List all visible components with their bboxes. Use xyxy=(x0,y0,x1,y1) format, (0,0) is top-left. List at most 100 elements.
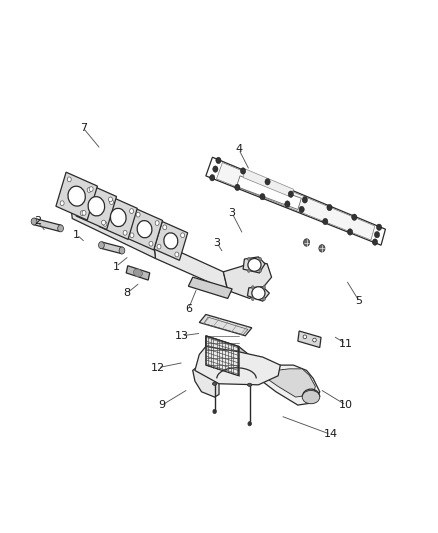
Ellipse shape xyxy=(99,241,104,249)
Ellipse shape xyxy=(130,233,134,238)
Ellipse shape xyxy=(313,338,316,342)
Ellipse shape xyxy=(89,187,93,191)
Ellipse shape xyxy=(103,222,107,227)
Polygon shape xyxy=(99,196,137,239)
Text: 9: 9 xyxy=(159,400,166,410)
Ellipse shape xyxy=(67,177,71,182)
Ellipse shape xyxy=(248,259,261,271)
Ellipse shape xyxy=(134,269,142,277)
Ellipse shape xyxy=(374,231,380,238)
Ellipse shape xyxy=(149,241,153,246)
Ellipse shape xyxy=(213,409,216,414)
Ellipse shape xyxy=(265,179,270,185)
Polygon shape xyxy=(243,257,265,273)
Ellipse shape xyxy=(327,204,332,211)
Polygon shape xyxy=(195,346,280,385)
Polygon shape xyxy=(56,172,97,220)
Ellipse shape xyxy=(303,335,307,339)
Ellipse shape xyxy=(319,245,325,252)
Ellipse shape xyxy=(216,157,221,164)
Polygon shape xyxy=(206,365,252,376)
Ellipse shape xyxy=(130,208,134,213)
Text: 6: 6 xyxy=(185,304,192,314)
Ellipse shape xyxy=(302,390,320,404)
Ellipse shape xyxy=(68,186,85,206)
Ellipse shape xyxy=(252,287,265,300)
Polygon shape xyxy=(76,183,117,230)
Ellipse shape xyxy=(248,422,251,426)
Text: 1: 1 xyxy=(113,262,120,271)
Ellipse shape xyxy=(263,297,265,301)
Polygon shape xyxy=(206,336,239,376)
Ellipse shape xyxy=(110,208,126,227)
Ellipse shape xyxy=(110,200,113,205)
Ellipse shape xyxy=(347,229,353,235)
Ellipse shape xyxy=(251,286,254,289)
Text: 4: 4 xyxy=(235,144,242,154)
Polygon shape xyxy=(263,369,315,397)
Ellipse shape xyxy=(251,297,254,301)
Text: 13: 13 xyxy=(175,331,189,341)
Ellipse shape xyxy=(240,168,246,174)
Polygon shape xyxy=(216,163,375,240)
Polygon shape xyxy=(237,176,301,209)
Polygon shape xyxy=(223,261,272,298)
Ellipse shape xyxy=(247,269,250,272)
Ellipse shape xyxy=(102,220,106,225)
Polygon shape xyxy=(127,208,162,250)
Ellipse shape xyxy=(164,233,178,249)
Polygon shape xyxy=(243,169,293,197)
Text: 11: 11 xyxy=(339,339,353,349)
Text: 10: 10 xyxy=(339,400,353,410)
Ellipse shape xyxy=(372,239,378,245)
Polygon shape xyxy=(188,277,232,298)
Ellipse shape xyxy=(376,224,381,230)
Ellipse shape xyxy=(302,197,307,203)
Ellipse shape xyxy=(58,225,64,232)
Text: 7: 7 xyxy=(80,123,87,133)
Ellipse shape xyxy=(352,214,357,221)
Ellipse shape xyxy=(88,197,105,216)
Polygon shape xyxy=(101,242,123,254)
Ellipse shape xyxy=(285,201,290,207)
Ellipse shape xyxy=(163,225,167,230)
Ellipse shape xyxy=(80,211,84,215)
Ellipse shape xyxy=(259,269,261,272)
Polygon shape xyxy=(154,222,188,260)
Ellipse shape xyxy=(175,252,179,257)
Text: 12: 12 xyxy=(151,363,165,373)
Ellipse shape xyxy=(31,218,37,225)
Text: 5: 5 xyxy=(356,296,363,306)
Text: 3: 3 xyxy=(229,208,236,218)
Polygon shape xyxy=(126,266,150,280)
Ellipse shape xyxy=(263,286,265,289)
Ellipse shape xyxy=(213,166,218,172)
Polygon shape xyxy=(206,157,385,245)
Ellipse shape xyxy=(137,221,152,238)
Ellipse shape xyxy=(299,206,304,213)
Polygon shape xyxy=(239,346,252,376)
Ellipse shape xyxy=(123,230,127,235)
Ellipse shape xyxy=(288,191,293,197)
Polygon shape xyxy=(199,314,252,336)
Ellipse shape xyxy=(87,188,91,192)
Ellipse shape xyxy=(210,174,215,181)
Ellipse shape xyxy=(260,193,265,200)
Polygon shape xyxy=(33,219,61,231)
Ellipse shape xyxy=(235,184,240,191)
Polygon shape xyxy=(298,331,321,348)
Text: 1: 1 xyxy=(73,230,80,239)
Polygon shape xyxy=(153,240,228,290)
Polygon shape xyxy=(70,200,155,259)
Ellipse shape xyxy=(60,201,64,206)
Ellipse shape xyxy=(136,212,140,217)
Ellipse shape xyxy=(155,221,159,225)
Text: 3: 3 xyxy=(213,238,220,247)
Ellipse shape xyxy=(304,239,310,246)
Polygon shape xyxy=(247,287,269,301)
Ellipse shape xyxy=(82,211,86,215)
Ellipse shape xyxy=(323,219,328,225)
Text: 14: 14 xyxy=(324,430,338,439)
Ellipse shape xyxy=(119,247,125,254)
Ellipse shape xyxy=(259,257,261,261)
